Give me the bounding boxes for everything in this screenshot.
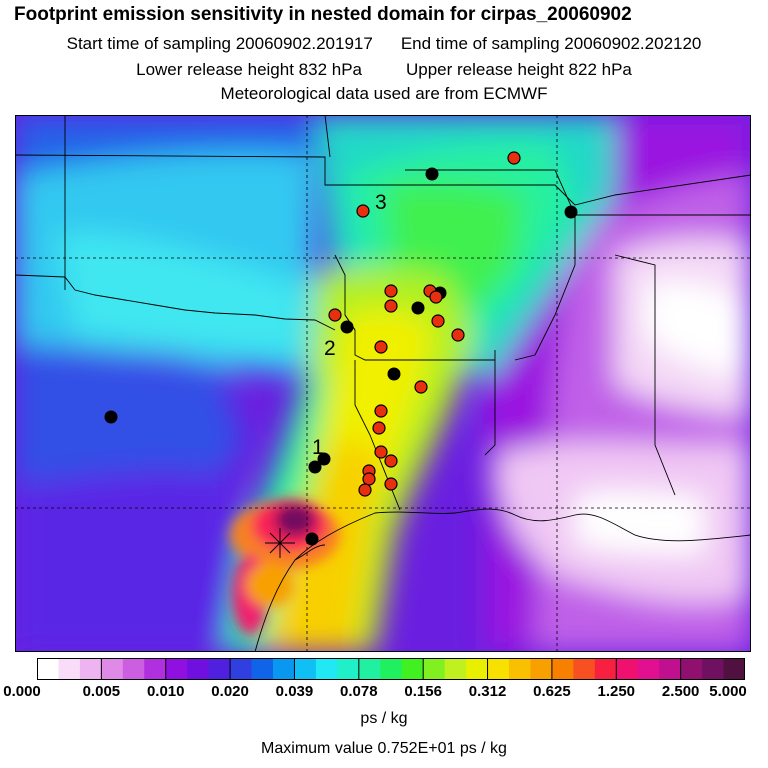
colorbar-segment <box>337 658 360 680</box>
marker-label-3: 3 <box>375 191 387 214</box>
colorbar-segment <box>509 658 532 680</box>
coastline-borders <box>15 115 751 652</box>
colorbar-segment <box>79 658 102 680</box>
colorbar-segment <box>680 658 703 680</box>
colorbar <box>37 658 745 680</box>
colorbar-segment <box>594 658 617 680</box>
colorbar-segment <box>637 658 660 680</box>
colorbar-segment <box>37 658 60 680</box>
colorbar-tick-label: 1.250 <box>597 683 636 700</box>
colorbar-segment <box>466 658 489 680</box>
colorbar-segment <box>144 658 167 680</box>
colorbar-segment <box>187 658 210 680</box>
colorbar-tick-label: 0.000 <box>3 683 41 700</box>
colorbar-segment <box>165 658 188 680</box>
colorbar-segment <box>315 658 338 680</box>
colorbar-segment <box>58 658 81 680</box>
sampling-time-line: Start time of sampling 20060902.201917 En… <box>0 34 768 54</box>
met-data-label: Meteorological data used are from ECMWF <box>220 84 548 103</box>
colorbar-tick-label: 0.039 <box>275 683 314 700</box>
colorbar-segment <box>294 658 317 680</box>
colorbar-segment <box>659 658 682 680</box>
lower-release-label: Lower release height 832 hPa <box>136 60 362 79</box>
marker-label-1: 1 <box>312 436 324 459</box>
plot-title: Footprint emission sensitivity in nested… <box>14 4 632 25</box>
colorbar-segment <box>616 658 639 680</box>
end-time-label: End time of sampling 20060902.202120 <box>400 34 702 53</box>
start-time-label: Start time of sampling 20060902.201917 <box>66 34 373 53</box>
colorbar-segment <box>551 658 574 680</box>
colorbar-segment <box>702 658 725 680</box>
map-frame <box>15 115 751 652</box>
red-stations <box>328 151 521 497</box>
colorbar-units: ps / kg <box>360 710 408 727</box>
colorbar-segment <box>723 658 745 680</box>
colorbar-segment <box>122 658 145 680</box>
colorbar-tick-label: 0.010 <box>146 683 185 700</box>
colorbar-tick-label: 0.005 <box>82 683 121 700</box>
release-height-line: Lower release height 832 hPa Upper releas… <box>0 60 768 80</box>
colorbar-tick-label: 5.000 <box>709 683 747 700</box>
colorbar-segment <box>273 658 296 680</box>
upper-release-label: Upper release height 822 hPa <box>406 60 632 79</box>
colorbar-segment <box>530 658 553 680</box>
colorbar-tick-label: 0.625 <box>533 683 571 700</box>
colorbar-tick-label: 0.156 <box>404 683 442 700</box>
colorbar-segment <box>101 658 124 680</box>
colorbar-segment <box>423 658 446 680</box>
colorbar-frame <box>37 658 745 680</box>
footprint-map: 1 2 3 <box>15 115 751 652</box>
marker-label-2: 2 <box>324 337 336 360</box>
black-stations <box>104 167 578 546</box>
colorbar-segment <box>208 658 231 680</box>
colorbar-tick-label: 0.078 <box>340 683 378 700</box>
colorbar-segment <box>251 658 274 680</box>
maximum-value-label: Maximum value 0.752E+01 ps / kg <box>261 740 507 757</box>
colorbar-segment <box>380 658 403 680</box>
colorbar-segment <box>401 658 424 680</box>
colorbar-segment <box>358 658 381 680</box>
colorbar-tick-label: 2.500 <box>661 683 700 700</box>
lat-lon-grid <box>15 115 751 652</box>
colorbar-tick-label: 0.312 <box>468 683 507 700</box>
colorbar-ticks: 0.000 0.005 0.010 0.020 0.039 0.078 0.156 0.312… <box>0 683 768 705</box>
colorbar-segment <box>444 658 467 680</box>
colorbar-segment <box>230 658 253 680</box>
release-point-star <box>265 528 295 558</box>
colorbar-segment <box>487 658 510 680</box>
colorbar-tick-label: 0.020 <box>211 683 249 700</box>
colorbar-segment <box>573 658 596 680</box>
